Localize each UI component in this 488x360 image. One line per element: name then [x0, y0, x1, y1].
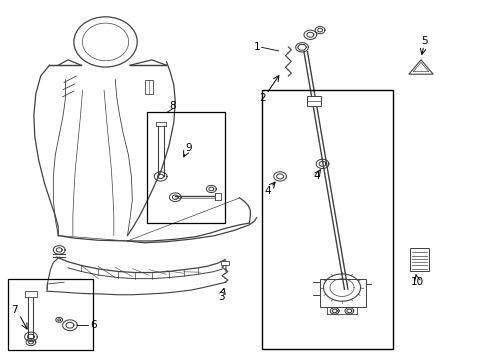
Bar: [8, 279, 93, 350]
Text: 4: 4: [264, 186, 271, 196]
Bar: [144, 80, 153, 94]
Text: 8: 8: [169, 102, 175, 112]
Text: 4: 4: [313, 171, 319, 181]
Text: 3: 3: [218, 292, 224, 302]
Bar: [409, 248, 428, 271]
Bar: [320, 279, 366, 307]
Bar: [25, 291, 37, 297]
Bar: [147, 112, 224, 223]
Text: 2: 2: [259, 93, 266, 103]
Text: 7: 7: [11, 305, 18, 315]
Text: 1: 1: [253, 42, 260, 52]
Text: 10: 10: [410, 277, 423, 287]
Polygon shape: [408, 60, 432, 74]
Bar: [156, 122, 165, 126]
Text: 6: 6: [90, 320, 96, 330]
Text: 5: 5: [421, 36, 427, 46]
Bar: [220, 261, 229, 265]
Text: 9: 9: [185, 143, 191, 153]
Bar: [261, 90, 392, 348]
Ellipse shape: [74, 17, 137, 67]
Bar: [307, 96, 321, 107]
Bar: [215, 193, 221, 201]
